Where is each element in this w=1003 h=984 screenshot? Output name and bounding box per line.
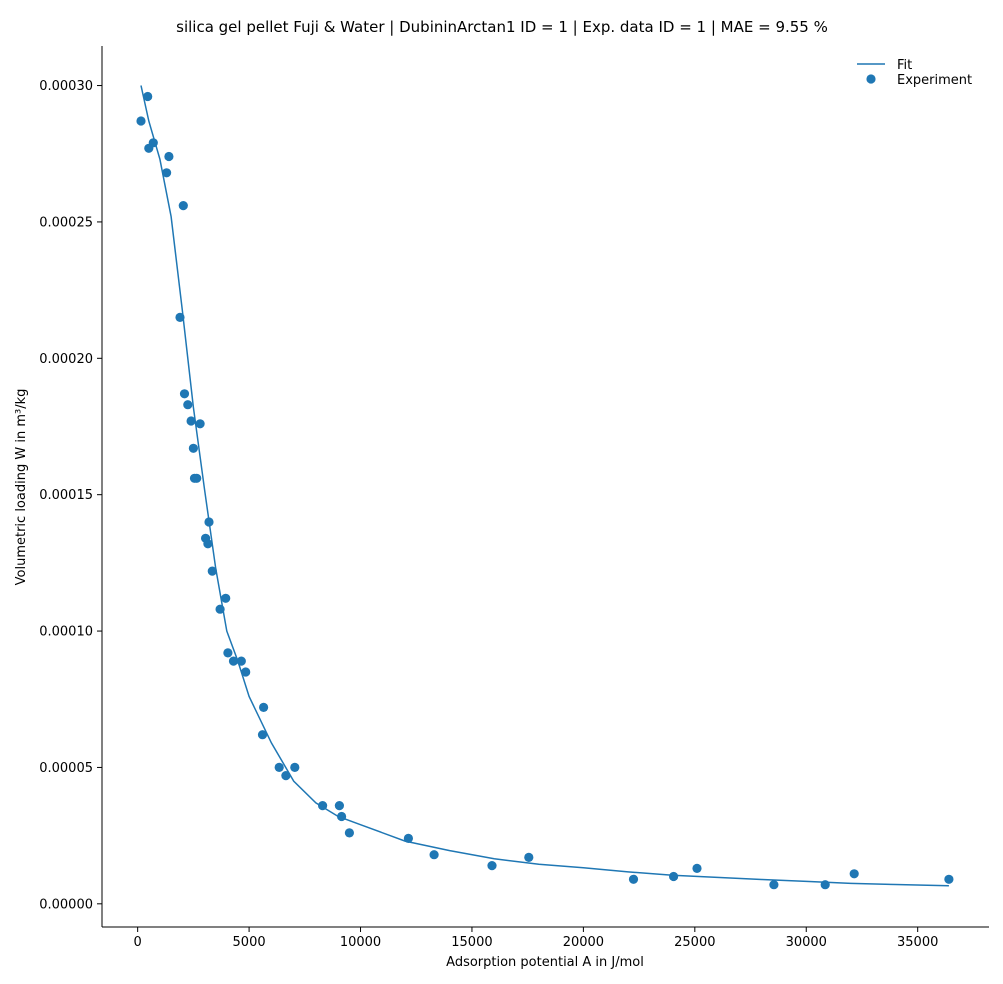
experiment-point [692, 863, 702, 874]
legend-fit-label: Fit [897, 58, 912, 73]
experiment-point [344, 828, 354, 838]
x-tick-label: 15000 [451, 935, 492, 950]
experiment-point [290, 762, 300, 773]
experiment-point [487, 861, 497, 871]
experiment-point [148, 138, 158, 148]
experiment-point [183, 400, 193, 410]
experiment-point [524, 852, 534, 863]
experiment-series [136, 91, 954, 890]
x-tick-label: 0 [134, 935, 142, 950]
experiment-point [849, 869, 859, 879]
y-axis-label: Volumetric loading W in m³/kg [14, 389, 29, 586]
experiment-point [318, 801, 328, 811]
experiment-point [207, 566, 217, 576]
x-tick-label: 25000 [674, 935, 715, 950]
experiment-point [204, 517, 214, 527]
y-axis-ticks: 0.00000 0.00005 0.00010 0.00015 0.00020 0.000… [39, 79, 102, 912]
x-tick-label: 10000 [340, 935, 381, 950]
y-tick-label: 0.00005 [39, 761, 93, 776]
x-axis-ticks: 0 5000 10000 15000 20000 25000 30000 35000 [134, 927, 938, 950]
experiment-point [175, 312, 185, 322]
y-tick-label: 0.00030 [39, 79, 93, 94]
x-tick-label: 30000 [786, 935, 827, 950]
experiment-point [944, 874, 954, 884]
experiment-point [236, 656, 246, 666]
experiment-point [179, 389, 190, 399]
fit-line [140, 85, 949, 887]
chart-title: silica gel pellet Fuji & Water | Dubinin… [176, 18, 828, 36]
fit-series [140, 85, 949, 887]
experiment-point [669, 871, 679, 882]
experiment-point [334, 801, 344, 811]
experiment-point [429, 850, 439, 860]
experiment-point [257, 730, 268, 740]
plot-area [101, 46, 989, 928]
experiment-point [223, 648, 233, 658]
x-tick-label: 5000 [233, 935, 266, 950]
experiment-point [241, 667, 251, 677]
experiment-point [192, 473, 202, 483]
experiment-point [186, 416, 196, 426]
experiment-point [203, 539, 213, 549]
experiment-point [188, 443, 198, 453]
experiment-point [215, 604, 225, 614]
x-axis-label: Adsorption potential A in J/mol [446, 955, 644, 970]
experiment-point [403, 833, 413, 844]
experiment-point [281, 771, 291, 781]
y-tick-label: 0.00000 [39, 897, 93, 912]
experiment-point [337, 811, 347, 822]
y-tick-label: 0.00025 [39, 215, 93, 230]
legend-experiment-swatch [866, 74, 876, 84]
experiment-point [136, 116, 146, 126]
experiment-point [769, 880, 779, 890]
experiment-point [820, 880, 830, 890]
experiment-point [143, 91, 153, 102]
experiment-point [164, 151, 174, 162]
experiment-point [221, 593, 231, 603]
y-tick-label: 0.00015 [39, 488, 93, 503]
experiment-point [228, 656, 239, 666]
experiment-point [178, 201, 188, 211]
experiment-point [259, 702, 269, 713]
x-tick-label: 35000 [897, 935, 938, 950]
legend-experiment-label: Experiment [897, 73, 972, 88]
experiment-point [274, 762, 284, 773]
y-tick-label: 0.00020 [39, 352, 93, 367]
y-tick-label: 0.00010 [39, 625, 93, 640]
x-tick-label: 20000 [563, 935, 604, 950]
legend: Fit Experiment [857, 58, 972, 88]
experiment-point [195, 419, 205, 429]
experiment-point [628, 874, 639, 884]
experiment-point [162, 168, 172, 178]
